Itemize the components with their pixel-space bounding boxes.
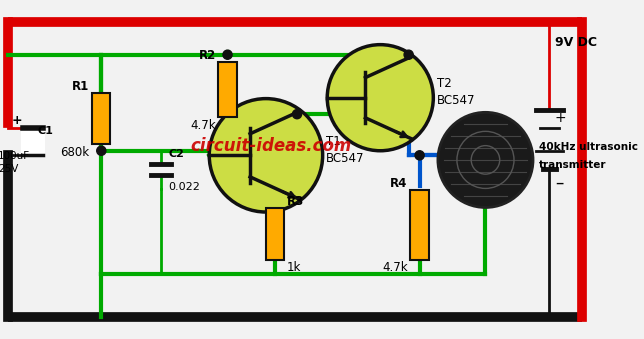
Text: transmitter: transmitter (538, 160, 606, 171)
Text: 0.022: 0.022 (168, 182, 200, 192)
Text: 680k: 680k (61, 146, 90, 159)
Text: C1: C1 (37, 126, 53, 136)
Text: +: + (12, 114, 23, 127)
Circle shape (438, 112, 533, 207)
Text: R2: R2 (198, 49, 216, 62)
Text: 100uF
25V: 100uF 25V (0, 152, 30, 174)
Bar (410, 190, 429, 260)
Text: 1k: 1k (287, 261, 301, 275)
Circle shape (97, 146, 106, 155)
Bar (21, 128, 44, 155)
Circle shape (223, 50, 232, 59)
Text: C2: C2 (168, 149, 184, 159)
Text: T1
BC547: T1 BC547 (327, 135, 365, 165)
Circle shape (327, 45, 433, 151)
Text: circuit-ideas.com: circuit-ideas.com (190, 137, 351, 155)
Text: 9V DC: 9V DC (555, 36, 597, 48)
Bar (92, 93, 111, 144)
Circle shape (415, 151, 424, 160)
Bar (266, 208, 284, 260)
Text: +: + (555, 112, 567, 125)
Circle shape (404, 50, 413, 59)
Bar (218, 62, 237, 117)
Text: –: – (555, 174, 564, 192)
Text: R4: R4 (390, 177, 408, 190)
Circle shape (292, 109, 301, 119)
Text: T2
BC547: T2 BC547 (437, 77, 475, 107)
Text: R1: R1 (72, 80, 90, 93)
Text: R3: R3 (287, 195, 304, 208)
Text: 4.7k: 4.7k (190, 119, 216, 132)
Circle shape (209, 99, 323, 212)
Text: 40kHz ultrasonic: 40kHz ultrasonic (538, 142, 638, 152)
Text: 4.7k: 4.7k (382, 261, 408, 275)
